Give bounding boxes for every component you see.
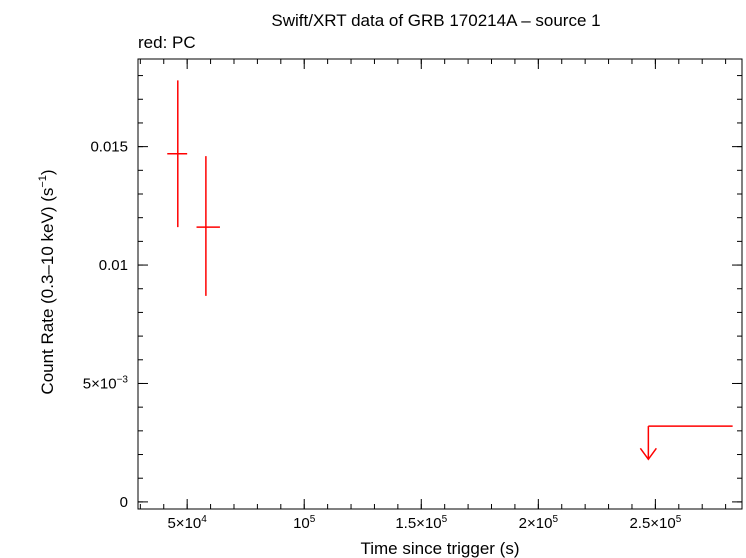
y-axis-label: Count Rate (0.3–10 keV) (s−1) xyxy=(37,169,57,394)
y-tick-labels: 0 5×10−3 0.01 0.015 xyxy=(83,139,129,511)
axis-ticks xyxy=(138,59,742,509)
x-tick-label: 2×105 xyxy=(519,514,559,532)
chart-title: Swift/XRT data of GRB 170214A – source 1 xyxy=(271,11,600,30)
x-tick-label: 1.5×105 xyxy=(395,514,447,532)
data-point xyxy=(167,80,188,228)
data-point xyxy=(196,156,220,296)
y-tick-label: 5×10−3 xyxy=(83,374,129,392)
y-tick-label: 0.015 xyxy=(90,139,128,156)
y-tick-label: 0 xyxy=(120,494,128,511)
x-tick-label: 105 xyxy=(293,514,316,532)
x-tick-label: 2.5×105 xyxy=(629,514,681,532)
x-tick-labels: 5×104 105 1.5×105 2×105 2.5×105 xyxy=(167,514,681,532)
plot-frame xyxy=(137,58,743,510)
upper-limit-arrow-head xyxy=(639,447,657,461)
x-axis-label: Time since trigger (s) xyxy=(360,539,519,558)
x-tick-label: 5×104 xyxy=(167,514,207,532)
upper-limit xyxy=(639,425,733,461)
chart-subtitle: red: PC xyxy=(138,33,196,52)
data-layer xyxy=(167,80,733,461)
y-tick-label: 0.01 xyxy=(99,257,128,274)
